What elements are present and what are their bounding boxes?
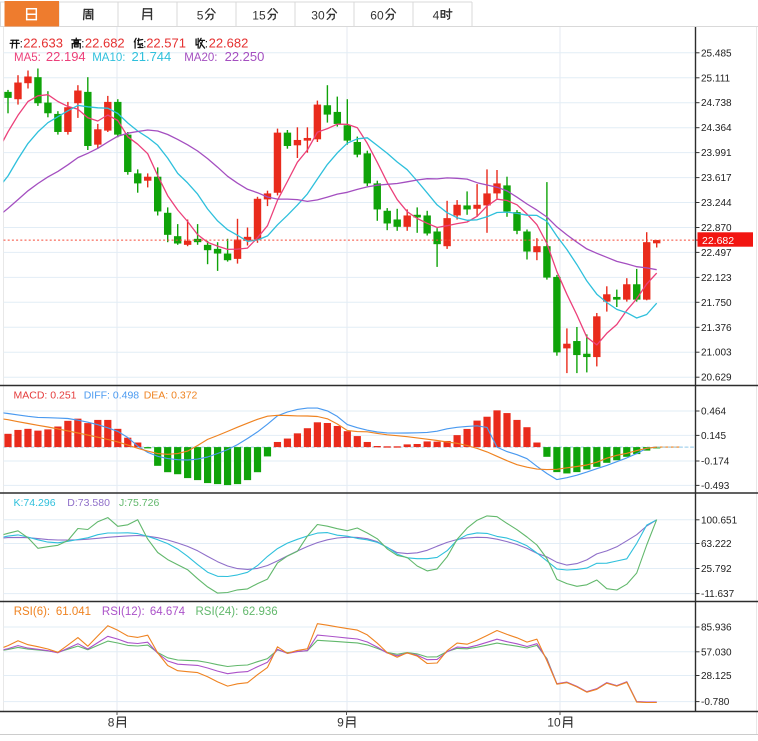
svg-text:MA20:: MA20:	[184, 52, 217, 64]
svg-text:20.629: 20.629	[701, 373, 732, 384]
svg-text:64.674: 64.674	[150, 606, 186, 618]
svg-text:RSI(12):: RSI(12):	[102, 606, 145, 618]
svg-text:61.041: 61.041	[56, 606, 91, 618]
svg-text:DIFF: 0.498: DIFF: 0.498	[84, 389, 140, 401]
svg-text:30: 30	[311, 9, 325, 23]
svg-text:J:75.726: J:75.726	[119, 497, 159, 509]
svg-text:21.750: 21.750	[701, 298, 732, 309]
svg-text:MA10:: MA10:	[92, 52, 125, 64]
svg-text:24.738: 24.738	[701, 98, 732, 109]
svg-text:23.991: 23.991	[701, 148, 732, 159]
svg-text:RSI(24):: RSI(24):	[196, 606, 239, 618]
svg-text:85.936: 85.936	[701, 623, 732, 634]
svg-text:22.194: 22.194	[46, 49, 86, 64]
svg-text:-11.637: -11.637	[701, 589, 735, 600]
svg-text:MA5:: MA5:	[14, 52, 41, 64]
svg-text:-0.780: -0.780	[701, 697, 730, 708]
svg-text:25.111: 25.111	[701, 73, 731, 84]
svg-text:28.125: 28.125	[701, 671, 732, 682]
svg-text:25.792: 25.792	[701, 564, 732, 575]
svg-text:K:74.296: K:74.296	[14, 497, 56, 509]
svg-text:23.617: 23.617	[701, 173, 732, 184]
svg-text::: :	[20, 37, 23, 51]
svg-text:22.123: 22.123	[701, 273, 732, 284]
svg-text::: :	[81, 37, 84, 51]
svg-text:21.744: 21.744	[132, 49, 172, 64]
svg-text:9: 9	[337, 716, 344, 730]
svg-text:MACD: 0.251: MACD: 0.251	[14, 389, 77, 401]
svg-text:4: 4	[433, 9, 440, 23]
svg-text:22.571: 22.571	[146, 36, 186, 51]
svg-text:22.682: 22.682	[85, 36, 125, 51]
svg-text:60: 60	[370, 9, 384, 23]
svg-text::: :	[205, 37, 208, 51]
svg-text::: :	[143, 37, 146, 51]
svg-text:22.682: 22.682	[209, 36, 249, 51]
svg-text:22.870: 22.870	[701, 223, 732, 234]
svg-text:22.682: 22.682	[702, 235, 734, 247]
svg-text:25.485: 25.485	[701, 48, 732, 59]
svg-text:63.222: 63.222	[701, 539, 732, 550]
svg-text:RSI(6):: RSI(6):	[14, 606, 50, 618]
svg-text:-0.493: -0.493	[701, 481, 730, 492]
svg-text:22.497: 22.497	[701, 248, 732, 259]
svg-text:D:73.580: D:73.580	[67, 497, 110, 509]
svg-text:15: 15	[252, 9, 266, 23]
svg-text:21.003: 21.003	[701, 348, 732, 359]
svg-text:0.464: 0.464	[701, 407, 726, 418]
svg-text:-0.174: -0.174	[701, 457, 730, 468]
svg-text:10: 10	[547, 716, 561, 730]
svg-text:57.030: 57.030	[701, 647, 732, 658]
svg-text:100.651: 100.651	[701, 515, 738, 526]
svg-text:5: 5	[197, 9, 204, 23]
svg-text:8: 8	[108, 716, 115, 730]
svg-text:22.250: 22.250	[225, 49, 265, 64]
svg-text:0.145: 0.145	[701, 431, 726, 442]
svg-text:21.376: 21.376	[701, 323, 732, 334]
svg-text:62.936: 62.936	[243, 606, 278, 618]
svg-text:23.244: 23.244	[701, 198, 732, 209]
svg-text:24.364: 24.364	[701, 123, 732, 134]
svg-text:22.633: 22.633	[23, 36, 63, 51]
svg-text:DEA: 0.372: DEA: 0.372	[144, 389, 198, 401]
